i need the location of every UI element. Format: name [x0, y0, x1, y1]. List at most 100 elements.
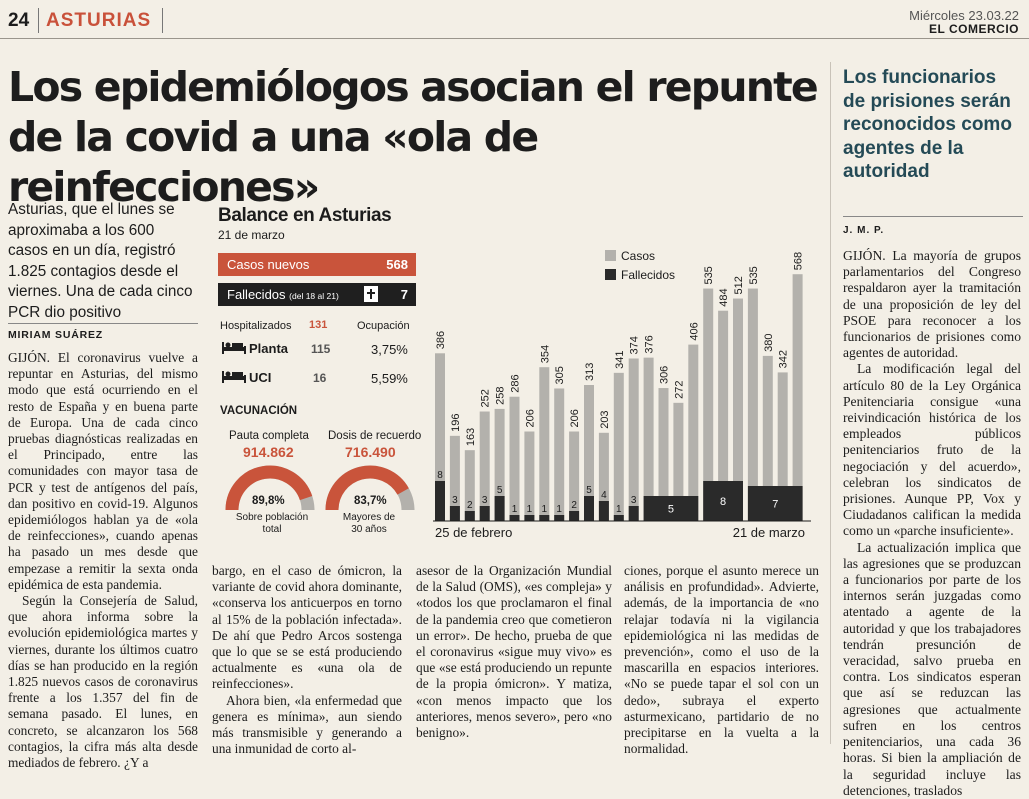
- header-divider: [38, 8, 39, 33]
- bar-fallecidos: [479, 506, 490, 521]
- hospitalized-label: Hospitalizados: [220, 320, 292, 332]
- ward-label: Planta: [249, 341, 289, 356]
- bar-label-fallecidos: 1: [616, 504, 622, 515]
- bar-label-casos: 376: [644, 335, 656, 353]
- bar-label-fallecidos: 3: [482, 495, 488, 506]
- bar-label-casos: 484: [718, 288, 730, 306]
- bar-fallecidos-grouped: [643, 496, 699, 521]
- booster-pct: 83,7%: [354, 495, 387, 507]
- bar-label-casos: 406: [688, 322, 700, 340]
- new-cases-box: Casos nuevos 568: [218, 253, 416, 276]
- booster-sub-2: 30 años: [351, 524, 387, 535]
- body-paragraph: Según la Consejería de Salud, que ahora …: [8, 593, 198, 771]
- booster-label: Dosis de recuerdo: [328, 430, 422, 442]
- bar-casos: [643, 357, 654, 521]
- bar-casos: [435, 353, 445, 521]
- bar-fallecidos-grouped: [703, 481, 743, 521]
- bar-casos: [718, 310, 729, 521]
- bar-casos: [524, 431, 535, 521]
- bar-label-casos: 306: [659, 366, 671, 384]
- bar-label-casos: 512: [733, 276, 745, 294]
- bar-casos: [569, 431, 580, 521]
- full-schedule-gauge-fill: [225, 465, 313, 511]
- icu-label: UCI: [249, 370, 272, 385]
- bar-label-fallecidos: 4: [601, 490, 607, 501]
- article-lead: Asturias, que el lunes se aproximaba a l…: [8, 201, 193, 321]
- bar-fallecidos: [509, 515, 520, 521]
- bar-casos: [464, 450, 475, 521]
- bar-casos: [539, 367, 550, 521]
- bar-label-casos: 386: [435, 331, 447, 349]
- icu-value: 16: [313, 371, 327, 385]
- bar-label-casos: 354: [539, 345, 551, 363]
- header-divider: [162, 8, 163, 33]
- bar-casos: [703, 288, 714, 521]
- bar-label-casos: 206: [569, 409, 581, 427]
- bar-label-casos: 535: [703, 266, 715, 284]
- new-cases-value: 568: [386, 257, 408, 272]
- bar-label-fallecidos: 1: [556, 504, 562, 515]
- booster-sub: Mayores de 30 años: [326, 512, 412, 536]
- sidebar-author: J. M. P.: [843, 225, 885, 236]
- bar-fallecidos: [569, 511, 580, 521]
- full-schedule-sub-2: total: [262, 524, 282, 535]
- header-rule: [0, 38, 1029, 39]
- lead-rule: [8, 323, 198, 324]
- column-divider: [830, 62, 831, 744]
- icu-pct: 5,59%: [371, 371, 408, 386]
- bar-fallecidos: [598, 501, 609, 521]
- deaths-value: 7: [400, 287, 408, 302]
- cross-icon: [364, 286, 378, 302]
- bar-casos: [747, 288, 758, 521]
- bar-label-casos: 163: [465, 428, 477, 446]
- bar-fallecidos: [613, 515, 624, 521]
- bar-casos: [762, 355, 773, 521]
- bar-label-fallecidos: 3: [631, 495, 637, 506]
- bar-label-casos: 374: [629, 336, 641, 354]
- icu-bed-icon: [222, 367, 246, 390]
- article-column-1: GIJÓN. El coronavirus vuelve a repuntar …: [8, 350, 198, 771]
- bar-label-casos: 252: [480, 389, 492, 407]
- sidebar-headline: Los funcionarios de prisiones serán reco…: [843, 67, 1012, 182]
- booster-value: 716.490: [345, 444, 396, 460]
- booster-gauge-fill: [325, 465, 409, 511]
- vaccination-gauges: [225, 465, 415, 511]
- bar-label-casos: 313: [584, 363, 596, 381]
- bar-label-casos: 380: [763, 334, 775, 352]
- article-column-4: ciones, porque el asunto merece un análi…: [624, 563, 819, 757]
- full-schedule-label: Pauta completa: [229, 430, 309, 442]
- bar-label-fallecidos: 3: [452, 495, 458, 506]
- bar-label-fallecidos: 2: [571, 500, 577, 511]
- full-schedule-sub-1: Sobre población: [235, 512, 309, 523]
- bar-label-fallecidos: 5: [586, 485, 592, 496]
- section-name: ASTURIAS: [46, 10, 152, 31]
- bar-casos: [554, 388, 565, 521]
- bar-label-casos: 258: [495, 387, 507, 405]
- bar-casos: [658, 388, 669, 521]
- bar-fallecidos: [539, 515, 550, 521]
- bar-fallecidos: [435, 481, 445, 521]
- bed-icon: [222, 338, 246, 361]
- bar-fallecidos: [494, 496, 505, 521]
- bar-label-casos: 286: [510, 374, 522, 392]
- body-paragraph: GIJÓN. El coronavirus vuelve a repuntar …: [8, 350, 198, 592]
- vaccination-label: VACUNACIÓN: [220, 405, 298, 417]
- bar-fallecidos: [449, 506, 460, 521]
- bar-casos: [628, 358, 639, 521]
- bar-label-casos: 272: [673, 380, 685, 398]
- legend-label-casos: Casos: [621, 249, 655, 263]
- bar-label-fallecidos: 1: [512, 504, 518, 515]
- occupancy-label: Ocupación: [357, 320, 410, 332]
- sidebar-body: GIJÓN. La mayoría de grupos parlamentari…: [843, 248, 1021, 799]
- bar-casos: [509, 396, 520, 521]
- x-end-label: 21 de marzo: [733, 525, 805, 540]
- bar-casos: [673, 402, 684, 521]
- bar-casos: [494, 408, 505, 521]
- legend-swatch-casos: [605, 250, 616, 261]
- full-schedule-pct: 89,8%: [252, 495, 285, 507]
- bar-casos: [792, 274, 803, 521]
- ward-value: 115: [311, 342, 331, 356]
- bar-label-casos: 342: [778, 350, 790, 368]
- issue-date: Miércoles 23.03.22: [909, 8, 1019, 23]
